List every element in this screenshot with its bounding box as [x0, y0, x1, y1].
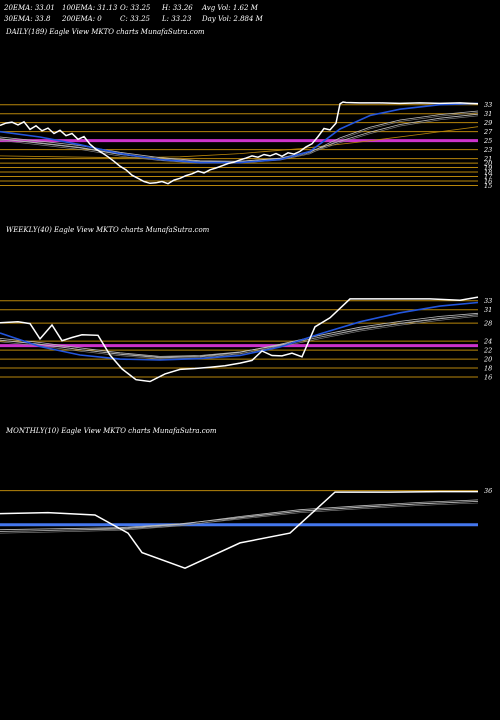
daily-series-blue — [0, 102, 479, 164]
weekly-level-label: 28 — [483, 320, 492, 328]
daily-level-label: 15 — [484, 182, 492, 190]
stat-30ema: 30EMA: 33.8 — [4, 15, 51, 23]
stat-100ema: 100EMA: 31.13 — [62, 4, 118, 12]
weekly-level-label: 18 — [484, 365, 492, 373]
monthly-chart: 36 — [0, 487, 492, 570]
monthly-panel-title: MONTHLY(10) Eagle View MKTO charts Munaf… — [6, 427, 217, 435]
weekly-level-label: 24 — [483, 338, 492, 346]
monthly-level-label: 36 — [484, 487, 492, 495]
daily-level-label: 18 — [484, 169, 492, 177]
weekly-level-label: 20 — [483, 356, 492, 364]
stat-20ema: 20EMA: 33.01 — [4, 4, 55, 12]
stat-close: C: 33.25 — [120, 15, 150, 23]
monthly-series-band — [0, 501, 479, 531]
daily-level-label: 25 — [483, 137, 492, 145]
daily-level-label: 21 — [483, 155, 492, 163]
stat-avg-vol: Avg Vol: 1.62 M — [202, 4, 258, 12]
stat-low: L: 33.23 — [162, 15, 192, 23]
daily-level-label: 20 — [483, 160, 492, 168]
daily-series-orange — [0, 126, 479, 159]
daily-panel-title: DAILY(189) Eagle View MKTO charts Munafa… — [6, 28, 205, 36]
daily-level-label: 31 — [484, 110, 492, 118]
weekly-series-band-shadow — [0, 314, 479, 360]
daily-level-label: 19 — [484, 164, 492, 172]
monthly-series-band-shadow — [0, 502, 479, 532]
weekly-level-label: 33 — [484, 297, 492, 305]
daily-series-band — [0, 113, 479, 163]
weekly-series-blue — [0, 301, 479, 361]
monthly-series-price — [0, 490, 478, 570]
stat-day-vol: Day Vol: 2.884 M — [202, 15, 263, 23]
weekly-level-label: 16 — [484, 374, 492, 382]
weekly-series-price — [0, 296, 479, 383]
stats-header: 20EMA: 33.01 100EMA: 31.13 O: 33.25 H: 3… — [4, 3, 304, 27]
weekly-level-label: 22 — [483, 347, 492, 355]
daily-level-label: 16 — [484, 178, 492, 186]
daily-series-band-shadow — [0, 112, 479, 164]
stat-high: H: 33.26 — [162, 4, 193, 12]
stat-open: O: 33.25 — [120, 4, 151, 12]
weekly-series-band — [0, 312, 479, 358]
daily-level-label: 17 — [484, 173, 493, 181]
daily-series-price — [0, 101, 479, 185]
weekly-level-label: 31 — [484, 306, 492, 314]
weekly-panel-title: WEEKLY(40) Eagle View MKTO charts Munafa… — [6, 226, 210, 234]
daily-level-label: 33 — [484, 101, 492, 109]
daily-level-label: 23 — [483, 146, 492, 154]
stat-200ema: 200EMA: 0 — [62, 15, 102, 23]
daily-level-label: 29 — [483, 119, 492, 127]
daily-level-label: 27 — [483, 128, 493, 136]
